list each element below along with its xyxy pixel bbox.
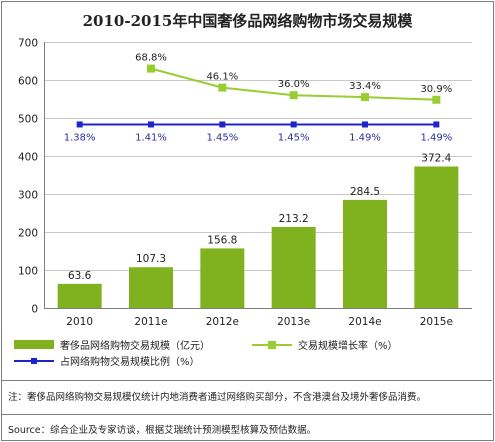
y-tick-label: 500 <box>18 114 38 126</box>
share-point <box>76 121 83 128</box>
bar <box>57 283 102 308</box>
share-label: 1.49% <box>349 132 381 143</box>
legend-label-share: 占网络购物交易规模比例（%） <box>60 357 200 368</box>
share-point <box>290 121 297 128</box>
y-tick-label: 700 <box>18 38 38 50</box>
bar <box>271 226 316 308</box>
x-tick-label: 2015e <box>420 316 453 328</box>
chart-title: 2010-2015年中国奢侈品网络购物市场交易规模 <box>82 12 413 30</box>
growth-rate-point <box>147 64 155 73</box>
share-point <box>219 121 226 128</box>
legend-label-bars: 奢侈品网络购物交易规模（亿元） <box>60 341 210 352</box>
bar-data-label: 107.3 <box>136 253 166 265</box>
y-tick-label: 200 <box>18 228 38 240</box>
y-tick-label: 300 <box>18 190 38 202</box>
y-tick-label: 100 <box>18 266 38 278</box>
bar <box>129 267 173 308</box>
x-tick-label: 2010 <box>66 316 93 328</box>
share-label: 1.49% <box>420 132 452 143</box>
growth-rate-label: 46.1% <box>206 72 238 83</box>
bar-data-label: 156.8 <box>207 234 237 246</box>
footnote: 注：奢侈品网络购物交易规模仅统计内地消费者通过网络购买部分，不含港澳台及境外奢侈… <box>8 392 427 403</box>
legend-label-growth: 交易规模增长率（%） <box>298 341 398 352</box>
x-tick-label: 2011e <box>134 316 167 328</box>
share-label: 1.41% <box>135 132 167 143</box>
growth-rate-label: 33.4% <box>349 81 381 92</box>
share-label: 1.45% <box>278 132 310 143</box>
share-label: 1.38% <box>64 132 96 143</box>
growth-rate-label: 30.9% <box>420 84 452 95</box>
x-tick-label: 2012e <box>206 316 239 328</box>
legend-item-share: 占网络购物交易规模比例（%） <box>14 353 200 368</box>
share-point <box>362 121 368 128</box>
legend-item-growth: 交易规模增长率（%） <box>252 337 398 352</box>
share-point <box>148 121 154 128</box>
legend-item-bars: 奢侈品网络购物交易规模（亿元） <box>14 337 210 352</box>
growth-rate-point <box>289 91 298 100</box>
growth-rate-point <box>432 95 441 104</box>
source-note: Source：综合企业及专家访谈，根据艾瑞统计预测模型核算及预估数据。 <box>8 425 317 436</box>
legend-swatch-growth <box>252 339 292 351</box>
bar-data-label: 284.5 <box>350 186 380 198</box>
bar-data-label: 372.4 <box>421 152 451 164</box>
share-label: 1.45% <box>206 132 238 143</box>
x-tick-label: 2014e <box>348 316 381 328</box>
growth-rate-point <box>361 93 369 102</box>
y-tick-label: 400 <box>18 152 38 164</box>
share-point <box>433 121 440 128</box>
bar <box>343 199 387 308</box>
growth-rate-label: 68.8% <box>135 53 167 64</box>
y-tick-label: 600 <box>18 76 38 88</box>
bar <box>414 166 459 308</box>
growth-rate-label: 36.0% <box>278 79 310 90</box>
growth-rate-point <box>218 83 227 92</box>
legend-swatch-share <box>14 355 54 367</box>
bar-data-label: 213.2 <box>279 213 309 225</box>
bar-data-label: 63.6 <box>68 270 92 282</box>
footnote-divider <box>1 380 492 381</box>
source-divider <box>1 414 492 415</box>
y-tick-label: 0 <box>31 304 38 316</box>
legend-swatch-bars <box>14 340 54 349</box>
x-tick-label: 2013e <box>277 316 310 328</box>
bar <box>200 248 245 308</box>
